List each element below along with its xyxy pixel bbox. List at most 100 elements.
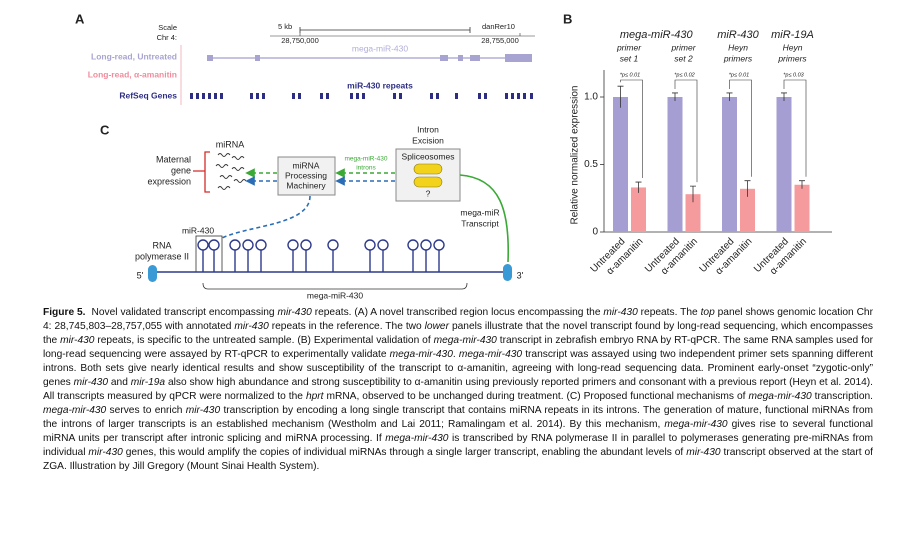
polymerase xyxy=(148,265,157,282)
caption-italic: mir-430 xyxy=(277,307,312,318)
refseq-block xyxy=(455,93,458,99)
error-bar xyxy=(726,92,733,102)
hairpin-loop xyxy=(255,239,267,251)
caption-text: serves to enrich xyxy=(106,405,186,416)
group-subtitle: primer xyxy=(616,42,642,52)
group-subtitle: primers xyxy=(777,53,807,63)
bar xyxy=(794,184,810,232)
caption-italic: mir-430 xyxy=(686,447,721,458)
refseq-block xyxy=(250,93,253,99)
hairpin-loop xyxy=(229,239,241,251)
mirna-label: miRNA xyxy=(216,139,245,149)
caption: Figure 5. Novel validated transcript enco… xyxy=(43,306,873,474)
arrows xyxy=(221,168,395,239)
hairpin-loop xyxy=(433,239,445,251)
coordinate-axis xyxy=(270,33,535,37)
caption-text: repeats. (A) A novel transcribed region … xyxy=(311,307,604,318)
group-subtitle: set 1 xyxy=(620,53,639,63)
significance-bracket xyxy=(783,79,807,177)
error-bar xyxy=(635,181,642,193)
caption-italic: mega-mir-430 xyxy=(389,349,453,360)
maternal-label: Maternal xyxy=(156,154,191,164)
hairpin-loop xyxy=(208,239,220,251)
error-bar xyxy=(744,180,751,197)
assembly: danRer10 xyxy=(482,22,515,31)
refseq-block xyxy=(517,93,520,99)
bar xyxy=(685,194,701,232)
refseq-block xyxy=(393,93,396,99)
error-bar xyxy=(672,92,678,102)
bar xyxy=(740,188,755,232)
caption-text: panels illustrate that the novel transcr… xyxy=(43,321,873,346)
processing-label: miRNA xyxy=(293,160,320,170)
error-bar xyxy=(617,85,624,108)
bar xyxy=(776,97,792,232)
refseq-block xyxy=(208,93,211,99)
spliceosome xyxy=(413,163,443,175)
polymerase-label: polymerase II xyxy=(135,251,189,261)
refseq-block xyxy=(190,93,193,99)
caption-text: . xyxy=(452,349,459,360)
refseq-block xyxy=(202,93,205,99)
feature-label: mega-miR-430 xyxy=(352,43,408,53)
spliceosome xyxy=(413,176,443,188)
refseq-block xyxy=(298,93,301,99)
group-subtitle: primer xyxy=(670,42,696,52)
caption-italic: lower xyxy=(424,321,449,332)
refseq-block xyxy=(530,93,533,99)
polymerase-label: RNA xyxy=(152,240,171,250)
refseq-block xyxy=(362,93,365,99)
significance-bracket xyxy=(729,79,752,177)
gene-exons xyxy=(207,54,532,62)
caption-italic: mir-430 xyxy=(603,307,638,318)
hairpin-loop xyxy=(197,239,209,251)
polymerase xyxy=(503,264,512,281)
refseq-block xyxy=(356,93,359,99)
five-prime: 5' xyxy=(137,270,144,280)
hairpin-loop xyxy=(300,239,312,251)
hairpin-loop xyxy=(420,239,432,251)
group-subtitle: Heyn xyxy=(783,42,803,52)
transcript-label: Transcript xyxy=(461,218,499,228)
mir430-label: miR-430 xyxy=(182,225,214,235)
scale-label: Scale xyxy=(158,23,177,32)
caption-italic: mir-430 xyxy=(73,377,108,388)
error-bar xyxy=(799,180,805,189)
hairpin-loop xyxy=(287,239,299,251)
spliceosome-label: Spliceosomes xyxy=(402,151,455,161)
caption-italic: mega-mir-430 xyxy=(664,419,728,430)
error-bar xyxy=(781,92,787,102)
caption-italic: mir-430 xyxy=(60,335,95,346)
hairpin-loop xyxy=(327,239,339,251)
processing-label: Machinery xyxy=(286,180,326,190)
caption-italic: mir-430 xyxy=(88,447,123,458)
group-subtitle: Heyn xyxy=(728,42,748,52)
refseq-block xyxy=(399,93,402,99)
caption-italic: mega-mir-430 xyxy=(458,349,523,360)
refseq-block xyxy=(436,93,439,99)
bar xyxy=(613,97,628,232)
refseq-block xyxy=(505,93,508,99)
caption-text: repeats in the reference. The two xyxy=(268,321,425,332)
caption-text: is transcribed by RNA polymerase II in p… xyxy=(43,433,874,458)
group-title: mega-miR-430 xyxy=(620,29,694,41)
mirna-squiggles xyxy=(215,153,247,190)
panel-label: C xyxy=(100,122,110,137)
caption-text: genes, this would amplify the copies of … xyxy=(122,447,687,458)
refseq-block xyxy=(523,93,526,99)
gene-label: mega-miR-430 xyxy=(307,290,363,300)
figure: A Scale Chr 4: 5 kb danRer10 28,750,000 … xyxy=(75,11,832,300)
caption-text: mRNA, observed to be unchanged during tr… xyxy=(323,391,749,402)
caption-text: transcript observed at the start of ZGA.… xyxy=(43,447,873,472)
refseq-block xyxy=(214,93,217,99)
significance-bracket xyxy=(620,79,643,179)
group-title: miR-430 xyxy=(717,29,759,41)
refseq-block xyxy=(326,93,329,99)
track-label: RefSeq Genes xyxy=(119,90,177,100)
hairpin-loop xyxy=(377,239,389,251)
introns-label: mega-miR-430 xyxy=(345,156,388,163)
refseq-block xyxy=(484,93,487,99)
processing-label: Processing xyxy=(285,170,327,180)
caption-italic: mir-430 xyxy=(185,405,221,416)
refseq-block xyxy=(320,93,323,99)
